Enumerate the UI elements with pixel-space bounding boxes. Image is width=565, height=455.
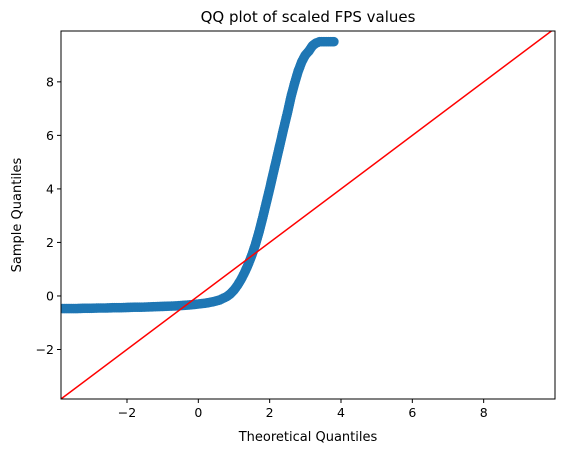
qq-point bbox=[329, 37, 338, 46]
y-axis-label: Sample Quantiles bbox=[10, 157, 25, 272]
chart-title: QQ plot of scaled FPS values bbox=[201, 8, 416, 26]
y-tick-label: 4 bbox=[46, 181, 54, 196]
y-tick-label: 6 bbox=[46, 128, 54, 143]
x-tick-label: −2 bbox=[118, 405, 136, 420]
y-tick-label: 8 bbox=[46, 74, 54, 89]
x-tick-label: 4 bbox=[337, 405, 345, 420]
y-tick-label: 2 bbox=[46, 235, 54, 250]
x-tick-label: 6 bbox=[408, 405, 416, 420]
y-tick-label: 0 bbox=[46, 288, 54, 303]
x-axis-label: Theoretical Quantiles bbox=[238, 430, 378, 445]
y-axis-ticks: −2 0 2 4 6 8 bbox=[36, 74, 61, 357]
y-tick-label: −2 bbox=[36, 342, 54, 357]
x-tick-label: 2 bbox=[266, 405, 274, 420]
x-tick-label: 0 bbox=[194, 405, 202, 420]
x-tick-label: 8 bbox=[480, 405, 488, 420]
x-axis-ticks: −2 0 2 4 6 8 bbox=[118, 399, 488, 420]
